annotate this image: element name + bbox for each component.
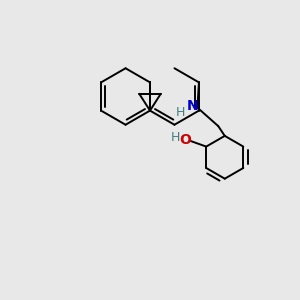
Text: H: H: [171, 131, 180, 144]
Text: N: N: [186, 99, 198, 113]
Text: O: O: [179, 133, 191, 147]
Text: H: H: [176, 106, 185, 118]
